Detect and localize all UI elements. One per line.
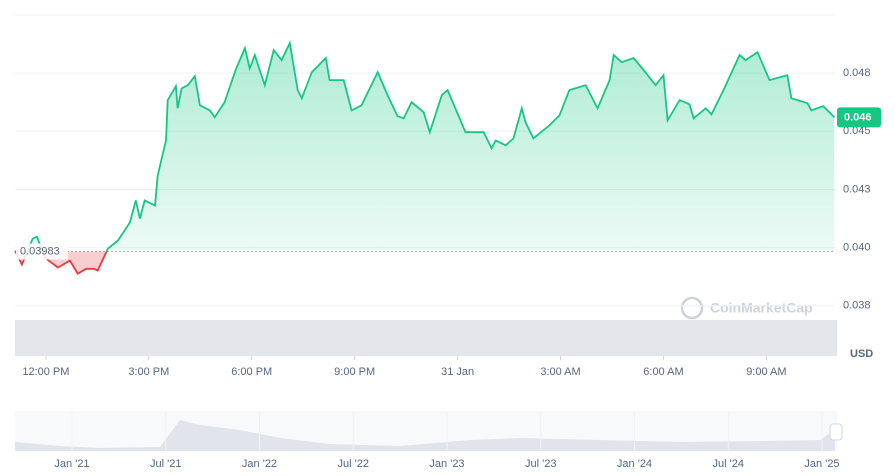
navigator-label: Jul '24 bbox=[713, 458, 744, 470]
watermark-logo bbox=[680, 296, 704, 320]
x-tick-label: 3:00 AM bbox=[540, 366, 580, 378]
volume-band bbox=[15, 320, 837, 356]
reference-label: 0.03983 bbox=[20, 245, 60, 257]
x-tick-label: 9:00 AM bbox=[746, 366, 786, 378]
y-tick-label: 0.045 bbox=[843, 125, 871, 137]
x-tick-label: 3:00 PM bbox=[128, 366, 169, 378]
area-up bbox=[15, 43, 835, 252]
y-tick-label: 0.043 bbox=[843, 183, 871, 195]
navigator-label: Jan '24 bbox=[617, 458, 652, 470]
area-down bbox=[15, 251, 107, 274]
navigator-label: Jul '22 bbox=[338, 458, 369, 470]
watermark: CoinMarketCap bbox=[680, 296, 813, 320]
currency-label: USD bbox=[850, 348, 873, 360]
navigator-handle[interactable] bbox=[829, 423, 843, 441]
line-up bbox=[14, 40, 835, 252]
x-tick-label: 31 Jan bbox=[441, 366, 474, 378]
x-tick-label: 6:00 AM bbox=[643, 366, 683, 378]
watermark-text: CoinMarketCap bbox=[710, 300, 813, 316]
navigator-label: Jan '25 bbox=[804, 458, 839, 470]
y-tick-label: 0.040 bbox=[843, 242, 871, 254]
navigator-label: Jan '21 bbox=[54, 458, 89, 470]
x-tick-label: 12:00 PM bbox=[22, 366, 69, 378]
y-tick-label: 0.038 bbox=[843, 300, 871, 312]
y-tick-label: 0.048 bbox=[843, 67, 871, 79]
navigator-mini-chart bbox=[15, 420, 835, 451]
navigator-label: Jul '23 bbox=[525, 458, 556, 470]
navigator-label: Jan '22 bbox=[242, 458, 277, 470]
navigator-label: Jan '23 bbox=[429, 458, 464, 470]
price-badge bbox=[837, 107, 881, 128]
x-tick-label: 9:00 PM bbox=[334, 366, 375, 378]
price-badge-label: 0.046 bbox=[844, 111, 872, 123]
reference-label-bg bbox=[16, 243, 68, 260]
navigator-label: Jul '21 bbox=[150, 458, 181, 470]
x-tick-label: 6:00 PM bbox=[231, 366, 272, 378]
